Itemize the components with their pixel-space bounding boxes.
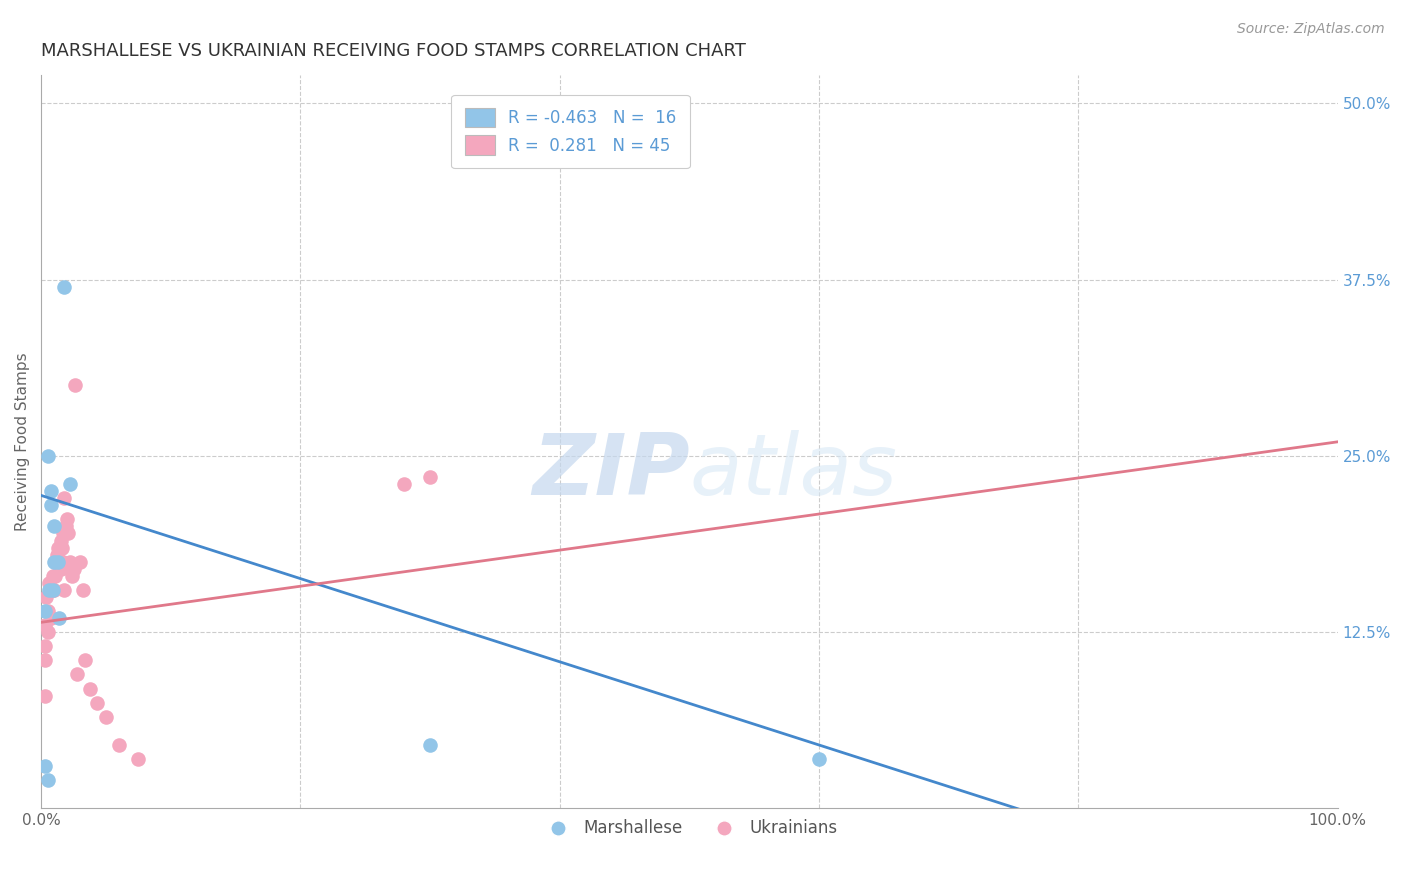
Point <box>46 555 69 569</box>
Point <box>41 498 63 512</box>
Point <box>53 582 76 597</box>
Point <box>94 710 117 724</box>
Point <box>46 555 69 569</box>
Point <box>58 526 80 541</box>
Point <box>44 568 66 582</box>
Point <box>59 555 82 569</box>
Point <box>35 590 58 604</box>
Point <box>69 555 91 569</box>
Y-axis label: Receiving Food Stamps: Receiving Food Stamps <box>15 352 30 531</box>
Point <box>66 667 89 681</box>
Point <box>37 773 59 788</box>
Text: Source: ZipAtlas.com: Source: ZipAtlas.com <box>1237 22 1385 37</box>
Point <box>52 526 75 541</box>
Point <box>42 582 65 597</box>
Point <box>49 533 72 548</box>
Point <box>44 555 66 569</box>
Point <box>37 604 59 618</box>
Point <box>38 575 60 590</box>
Point <box>37 449 59 463</box>
Point <box>75 653 97 667</box>
Legend: Marshallese, Ukrainians: Marshallese, Ukrainians <box>534 813 844 844</box>
Text: MARSHALLESE VS UKRAINIAN RECEIVING FOOD STAMPS CORRELATION CHART: MARSHALLESE VS UKRAINIAN RECEIVING FOOD … <box>41 42 747 60</box>
Point <box>56 512 79 526</box>
Point <box>79 681 101 696</box>
Point <box>53 491 76 506</box>
Point <box>808 752 831 766</box>
Point <box>37 625 59 640</box>
Point <box>51 541 73 555</box>
Point <box>108 738 131 752</box>
Point <box>38 582 60 597</box>
Point <box>392 477 415 491</box>
Point <box>52 555 75 569</box>
Point <box>419 470 441 484</box>
Point <box>45 548 67 562</box>
Point <box>419 738 441 752</box>
Point <box>86 696 108 710</box>
Point <box>42 568 65 582</box>
Point <box>41 484 63 499</box>
Point <box>42 555 65 569</box>
Point <box>62 562 84 576</box>
Point <box>49 562 72 576</box>
Point <box>42 519 65 533</box>
Point <box>60 568 83 582</box>
Point <box>59 477 82 491</box>
Point <box>127 752 149 766</box>
Point <box>39 582 62 597</box>
Point <box>59 562 82 576</box>
Point <box>34 604 56 618</box>
Point <box>41 611 63 625</box>
Point <box>53 279 76 293</box>
Point <box>34 759 56 773</box>
Text: ZIP: ZIP <box>531 430 689 513</box>
Point <box>34 653 56 667</box>
Point <box>48 555 70 569</box>
Point <box>42 582 65 597</box>
Point <box>34 640 56 654</box>
Point <box>63 378 86 392</box>
Point <box>55 519 77 533</box>
Point <box>48 611 70 625</box>
Point <box>34 618 56 632</box>
Point <box>34 689 56 703</box>
Text: atlas: atlas <box>689 430 897 513</box>
Point <box>46 541 69 555</box>
Point <box>42 582 65 597</box>
Point <box>72 582 94 597</box>
